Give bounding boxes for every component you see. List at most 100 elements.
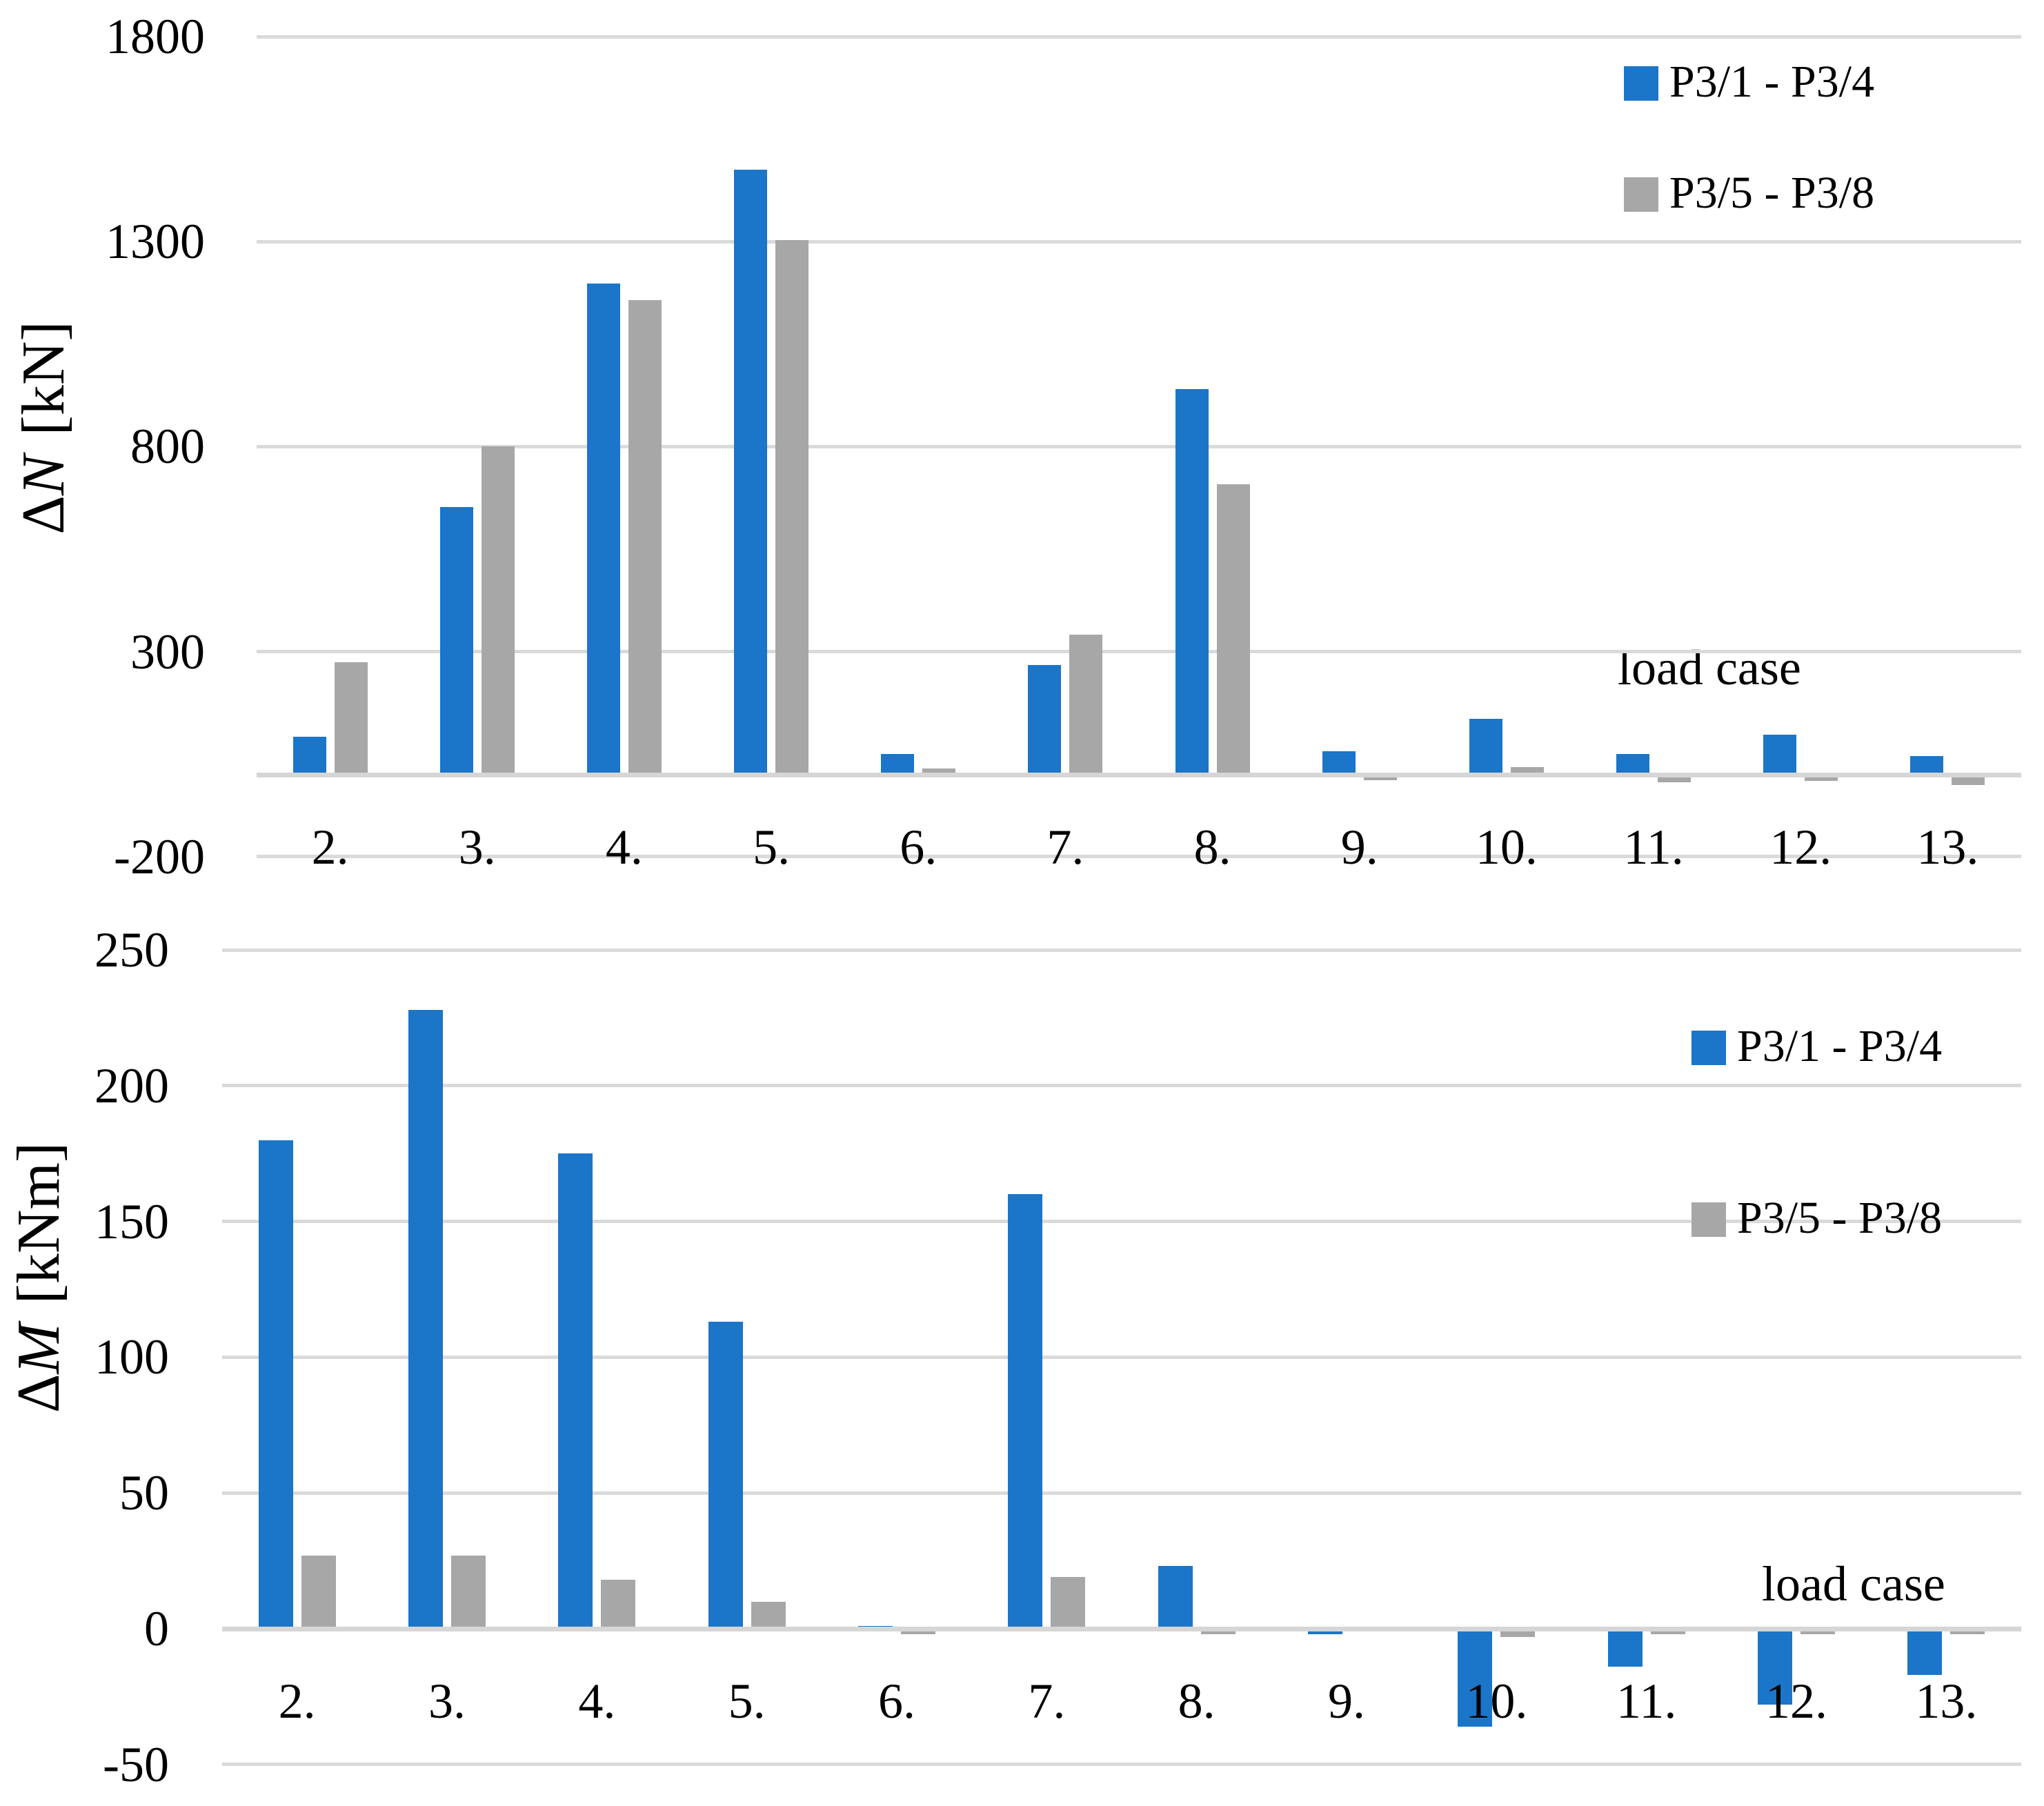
category-axis-line-dn (257, 772, 2021, 777)
y-tick-label-dm-50: 50 (119, 1465, 169, 1521)
bar-dn-series2-cat-11 (1658, 775, 1691, 782)
legend-swatch-dm-series2 (1691, 1202, 1726, 1237)
legend-label-dn-series1: P3/1 - P3/4 (1669, 57, 1875, 107)
gridline-dn-300 (257, 650, 2021, 654)
y-tick-label-dn-800: 800 (130, 419, 205, 475)
bar-dn-series1-cat-10 (1469, 719, 1502, 775)
bar-dm-series1-cat-8 (1158, 1566, 1193, 1629)
x-category-label-dn-7: 7. (1046, 820, 1084, 875)
legend-label-dm-series2: P3/5 - P3/8 (1737, 1193, 1943, 1243)
bar-dn-series1-cat-8 (1175, 388, 1209, 775)
bar-dm-series1-cat-5 (708, 1322, 743, 1629)
x-category-label-dm-11: 11. (1616, 1674, 1677, 1729)
bar-dn-series1-cat-12 (1763, 735, 1797, 775)
bar-dn-series2-cat-12 (1805, 775, 1838, 781)
x-category-label-dn-11: 11. (1623, 820, 1684, 875)
legend-swatch-dn-series2 (1624, 177, 1658, 212)
x-category-label-dn-2: 2. (311, 820, 349, 875)
bar-dm-series1-cat-3 (408, 1009, 443, 1629)
x-axis-caption-bottom: load case (1762, 1556, 1945, 1611)
bar-dn-series1-cat-11 (1616, 753, 1650, 775)
bar-dm-series2-cat-5 (751, 1601, 786, 1629)
y-tick-label-dn-1300: 1300 (106, 214, 205, 270)
bar-dn-series2-cat-7 (1069, 635, 1103, 775)
bar-dn-series2-cat-6 (922, 768, 956, 775)
bar-dm-series1-cat-12 (1758, 1629, 1792, 1705)
bar-dm-series2-cat-8 (1200, 1629, 1236, 1634)
bar-dn-series2-cat-5 (775, 240, 809, 775)
x-category-label-dn-9: 9. (1340, 820, 1378, 875)
x-category-label-dm-7: 7. (1028, 1674, 1066, 1729)
x-category-label-dm-4: 4. (578, 1674, 616, 1729)
bar-dm-series2-cat-12 (1800, 1629, 1835, 1634)
y-tick-label-dm-150: 150 (95, 1193, 169, 1249)
x-category-label-dm-10: 10. (1465, 1674, 1528, 1729)
bar-dm-series1-cat-11 (1607, 1629, 1643, 1667)
bar-dm-series1-cat-7 (1008, 1194, 1043, 1629)
y-tick-label-dn--200: -200 (114, 828, 205, 884)
bar-dm-series1-cat-10 (1458, 1629, 1493, 1727)
bar-dn-series1-cat-9 (1322, 751, 1356, 775)
x-category-label-dn-3: 3. (458, 820, 496, 875)
gridline-dm-150 (222, 1220, 2021, 1224)
x-category-label-dn-4: 4. (605, 820, 643, 875)
bar-dm-series1-cat-9 (1308, 1629, 1342, 1634)
bar-dn-series1-cat-6 (881, 753, 915, 775)
x-category-label-dn-5: 5. (753, 820, 791, 875)
bar-dn-series1-cat-4 (586, 283, 620, 775)
bar-dm-series2-cat-4 (601, 1580, 636, 1629)
bar-dm-series1-cat-2 (258, 1140, 293, 1629)
y-tick-label-dm-250: 250 (95, 922, 169, 978)
x-category-label-dm-13: 13. (1915, 1674, 1978, 1729)
x-category-label-dm-3: 3. (428, 1674, 466, 1729)
bar-dn-series2-cat-9 (1363, 775, 1397, 780)
gridline-dm-250 (222, 948, 2021, 952)
x-category-label-dn-8: 8. (1193, 820, 1231, 875)
gridline-dn-1300 (257, 239, 2021, 244)
y-tick-label-dn-1800: 1800 (106, 9, 205, 65)
bar-dn-series1-cat-13 (1910, 755, 1944, 775)
x-category-label-dn-6: 6. (900, 820, 937, 875)
x-category-label-dn-10: 10. (1475, 820, 1538, 875)
bar-dm-series2-cat-2 (301, 1555, 336, 1629)
y-tick-label-dm-100: 100 (95, 1329, 169, 1385)
bar-dn-series2-cat-3 (481, 446, 515, 775)
y-tick-label-dm-200: 200 (95, 1058, 169, 1113)
x-category-label-dm-5: 5. (728, 1674, 766, 1729)
gridline-dm-50 (222, 1491, 2021, 1495)
gridline-dn-1800 (257, 34, 2021, 39)
bar-dm-series1-cat-13 (1907, 1629, 1943, 1675)
y-tick-label-dm--50: -50 (103, 1736, 169, 1792)
bar-dn-series2-cat-2 (334, 662, 368, 775)
x-category-label-dm-12: 12. (1765, 1674, 1827, 1729)
bar-dn-series2-cat-8 (1216, 484, 1250, 775)
bar-dm-series2-cat-11 (1650, 1629, 1685, 1634)
legend-swatch-dm-series1 (1691, 1031, 1726, 1065)
bar-dn-series1-cat-3 (439, 506, 473, 775)
y-tick-label-dm-0: 0 (144, 1601, 169, 1656)
legend-swatch-dn-series1 (1624, 66, 1658, 101)
bar-dn-series1-cat-7 (1028, 664, 1062, 775)
bar-dn-series1-cat-2 (292, 737, 326, 775)
bar-dn-series2-cat-13 (1952, 775, 1985, 785)
x-category-label-dn-12: 12. (1769, 820, 1832, 875)
bar-dm-series2-cat-13 (1950, 1629, 1985, 1634)
y-tick-label-dn-300: 300 (130, 624, 205, 679)
gridline-dm--50 (222, 1763, 2021, 1767)
gridline-dm-200 (222, 1084, 2021, 1088)
legend-label-dm-series1: P3/1 - P3/4 (1737, 1021, 1943, 1071)
x-category-label-dm-9: 9. (1328, 1674, 1365, 1729)
bar-dm-series2-cat-3 (451, 1555, 486, 1629)
bar-dn-series1-cat-5 (734, 169, 768, 775)
x-category-label-dm-2: 2. (278, 1674, 316, 1729)
bar-dm-series2-cat-6 (901, 1629, 935, 1634)
bar-dm-series1-cat-4 (558, 1153, 593, 1629)
x-category-label-dn-13: 13. (1916, 820, 1979, 875)
category-axis-line-dm (222, 1626, 2021, 1631)
bar-dm-series2-cat-10 (1500, 1629, 1536, 1637)
bar-dm-series2-cat-7 (1051, 1577, 1086, 1629)
gridline-dm-100 (222, 1355, 2021, 1359)
gridline-dn--200 (257, 855, 2021, 859)
